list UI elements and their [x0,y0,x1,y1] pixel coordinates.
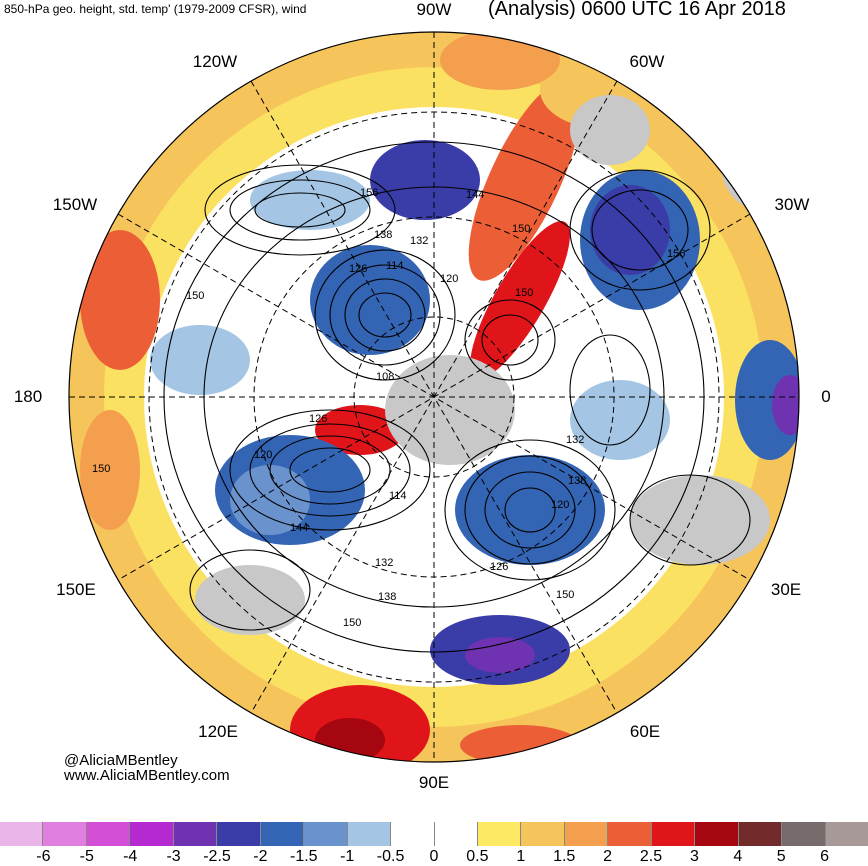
colorbar-ticks: -6 -5 -4 -3 -2.5 -2 -1.5 -1 -0.5 0 0.5 1 1.5 2 2.5 3 4 5 6 [0,848,868,866]
contour-label: 126 [309,413,327,425]
credit-website: www.AliciaMBentley.com [64,767,230,784]
contour-label: 144 [466,189,484,201]
colorbar-swatch [477,822,522,846]
colorbar-swatch [217,822,261,846]
contour-label: 132 [566,434,584,446]
colorbar-swatch [0,822,44,846]
height-contours [163,141,751,653]
lon-label-120e: 120E [198,722,238,741]
contour-label: 120 [440,273,458,285]
colorbar-swatch [782,822,826,846]
contour-label: 150 [186,290,204,302]
lon-label-30e: 30E [770,580,802,599]
colorbar-tick-label: 5 [776,848,786,865]
colorbar-swatch [521,822,565,846]
colorbar-tick-label: -6 [36,848,51,865]
colorbar-swatch [608,822,652,846]
colorbar-swatch [173,822,218,846]
colorbar-tick-label: 1.5 [553,848,576,865]
colorbar-tick-label: 3 [689,848,699,865]
contour-label: 126 [490,561,508,573]
colorbar-swatch [304,822,348,846]
lon-label-150w: 150W [52,195,98,214]
colorbar-swatch [825,822,868,846]
colorbar-swatch [86,822,131,846]
map-subtitle: 850-hPa geo. height, std. temp' (1979-20… [4,2,307,16]
colorbar-tick-label: 4 [733,848,743,865]
contour-labels: 156 144 150 138 132 120 114 126 156 108 … [92,187,685,629]
colorbar-tick-label: 1 [516,848,526,865]
contour-label: 138 [568,475,586,487]
colorbar-swatch [738,822,783,846]
lon-label-60w: 60W [629,52,665,71]
colorbar-swatch [434,822,478,846]
colorbar-tick-label: -1 [340,848,355,865]
colorbar-tick-label: 0.5 [466,848,489,865]
contour-label: 156 [360,187,378,199]
colorbar-swatch [43,822,87,846]
map-title: (Analysis) 0600 UTC 16 Apr 2018 [488,0,786,20]
contour-label: 114 [389,490,407,502]
lon-label-150e: 150E [56,580,96,599]
colorbar-swatch [695,822,739,846]
credit-handle: @AliciaMBentley [64,752,178,769]
contour-label: 150 [343,617,361,629]
polar-map-svg: 156 144 150 138 132 120 114 126 156 108 … [68,31,800,763]
contour-label: 120 [254,449,272,461]
contour-label: 126 [349,263,367,275]
colorbar-tick-label: 2 [603,848,613,865]
contour-label: 150 [515,287,533,299]
contour-label: 144 [290,522,308,534]
contour-label: 156 [667,248,685,260]
contour-label: 150 [512,223,530,235]
contour-label: 138 [378,591,396,603]
lon-label-0: 0 [821,387,831,406]
colorbar-tick-label: -2 [253,848,268,865]
colorbar-swatch [130,822,174,846]
colorbar-tick-label: -2.5 [203,848,231,865]
colorbar-tick-label: 6 [820,848,830,865]
colorbar-tick-label: 0 [429,848,439,865]
colorbar-tick-label: -5 [79,848,94,865]
colorbar-tick-label: -4 [123,848,138,865]
graticule [69,32,799,762]
colorbar-swatch [260,822,305,846]
colorbar-swatch [651,822,696,846]
colorbar-tick-label: 2.5 [639,848,663,865]
lon-label-180: 180 [13,387,43,406]
lon-label-60e: 60E [629,722,661,741]
contour-label: 120 [551,499,569,511]
contour-label: 108 [376,371,394,383]
colorbar-tick-label: -0.5 [376,848,405,865]
colorbar-swatch [564,822,609,846]
lon-label-30w: 30W [774,195,810,214]
contour-label: 138 [374,229,392,241]
colorbar-swatch [391,822,435,846]
contour-label: 150 [556,589,574,601]
colorbar [0,822,868,846]
lon-label-90w: 90W [416,0,452,19]
lon-label-90e: 90E [418,773,450,792]
colorbar-tick-label: -3 [166,848,181,865]
polar-map: 156 144 150 138 132 120 114 126 156 108 … [68,31,800,763]
contour-label: 132 [375,557,393,569]
colorbar-swatch [347,822,392,846]
lon-label-120w: 120W [192,52,238,71]
colorbar-tick-label: -1.5 [290,848,318,865]
map-boundary [68,31,800,763]
contour-label: 132 [410,235,428,247]
contour-label: 150 [92,463,110,475]
contour-label: 114 [386,260,404,272]
